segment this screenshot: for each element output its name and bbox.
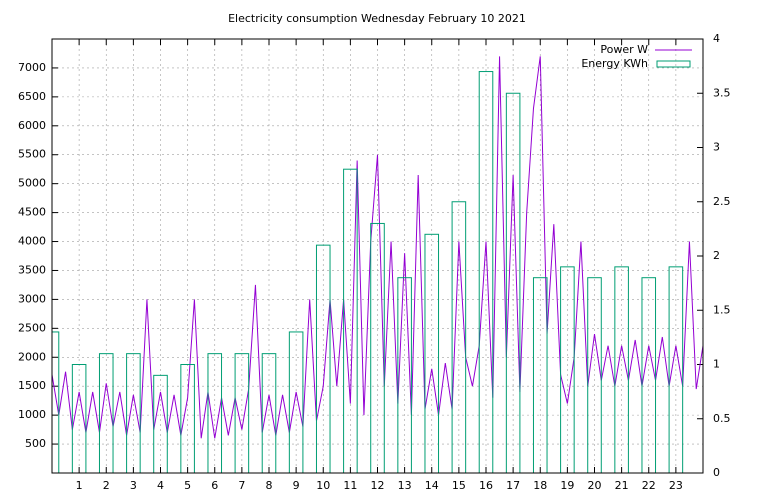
y-tick-label: 6500 [18, 90, 46, 103]
x-tick-label: 20 [588, 479, 602, 492]
x-tick-label: 19 [560, 479, 574, 492]
y-tick-label: 6000 [18, 119, 46, 132]
energy-box [288, 331, 304, 473]
x-tick-label: 5 [184, 479, 191, 492]
energy-box [505, 92, 521, 473]
y2-tick-label: 2 [713, 249, 720, 262]
x-tick-label: 9 [293, 479, 300, 492]
energy-box [370, 222, 385, 473]
y-tick-label: 500 [25, 437, 46, 450]
x-tick-label: 14 [425, 479, 439, 492]
x-tick-label: 23 [669, 479, 683, 492]
x-tick-label: 21 [615, 479, 629, 492]
y2-tick-label: 3 [713, 141, 720, 154]
energy-box [153, 374, 168, 473]
y2-tick-label: 0.5 [713, 412, 731, 425]
energy-box [180, 364, 195, 473]
x-tick-label: 8 [266, 479, 273, 492]
legend-label: Energy KWh [581, 57, 648, 70]
x-tick-label: 4 [157, 479, 164, 492]
x-tick-label: 15 [452, 479, 466, 492]
y-tick-label: 2000 [18, 350, 46, 363]
y-tick-label: 2500 [18, 321, 46, 334]
energy-box [315, 244, 331, 473]
legend-label: Power W [600, 43, 648, 56]
power-line [52, 56, 703, 439]
y-tick-label: 3500 [18, 263, 46, 276]
energy-box [587, 277, 602, 473]
plot-area [52, 56, 703, 473]
x-tick-label: 7 [238, 479, 245, 492]
y2-tick-label: 3.5 [713, 86, 731, 99]
energy-box [397, 277, 412, 473]
energy-box [451, 201, 467, 473]
x-tick-label: 3 [130, 479, 137, 492]
energy-box [424, 233, 440, 473]
y2-tick-label: 1 [713, 358, 720, 371]
x-tick-label: 13 [398, 479, 412, 492]
legend-swatch [656, 60, 691, 68]
energy-box [668, 266, 684, 473]
x-tick-label: 22 [642, 479, 656, 492]
x-tick-label: 18 [533, 479, 547, 492]
x-tick-label: 6 [211, 479, 218, 492]
energy-box [614, 266, 629, 473]
y2-tick-label: 0 [713, 466, 720, 479]
y-tick-label: 5500 [18, 148, 46, 161]
energy-box [478, 71, 494, 473]
y2-tick-label: 1.5 [713, 303, 731, 316]
x-tick-label: 17 [506, 479, 520, 492]
energy-box [52, 331, 60, 473]
y2-tick-label: 2.5 [713, 195, 731, 208]
plot-frame [51, 38, 704, 474]
y-tick-label: 1000 [18, 408, 46, 421]
y-tick-label: 1500 [18, 379, 46, 392]
energy-box [641, 277, 657, 473]
y2-tick-label: 4 [713, 32, 720, 45]
chart-title: Electricity consumption Wednesday Februa… [228, 12, 526, 25]
x-tick-label: 10 [316, 479, 330, 492]
x-tick-label: 1 [76, 479, 83, 492]
energy-box [560, 266, 575, 473]
x-tick-label: 12 [371, 479, 385, 492]
y-tick-label: 3000 [18, 292, 46, 305]
energy-box [532, 277, 548, 473]
y-tick-label: 5000 [18, 177, 46, 190]
y-tick-label: 7000 [18, 61, 46, 74]
energy-box [71, 364, 87, 473]
x-tick-label: 11 [343, 479, 357, 492]
y-tick-label: 4000 [18, 235, 46, 248]
x-tick-label: 2 [103, 479, 110, 492]
x-tick-label: 16 [479, 479, 493, 492]
y-tick-label: 4500 [18, 206, 46, 219]
